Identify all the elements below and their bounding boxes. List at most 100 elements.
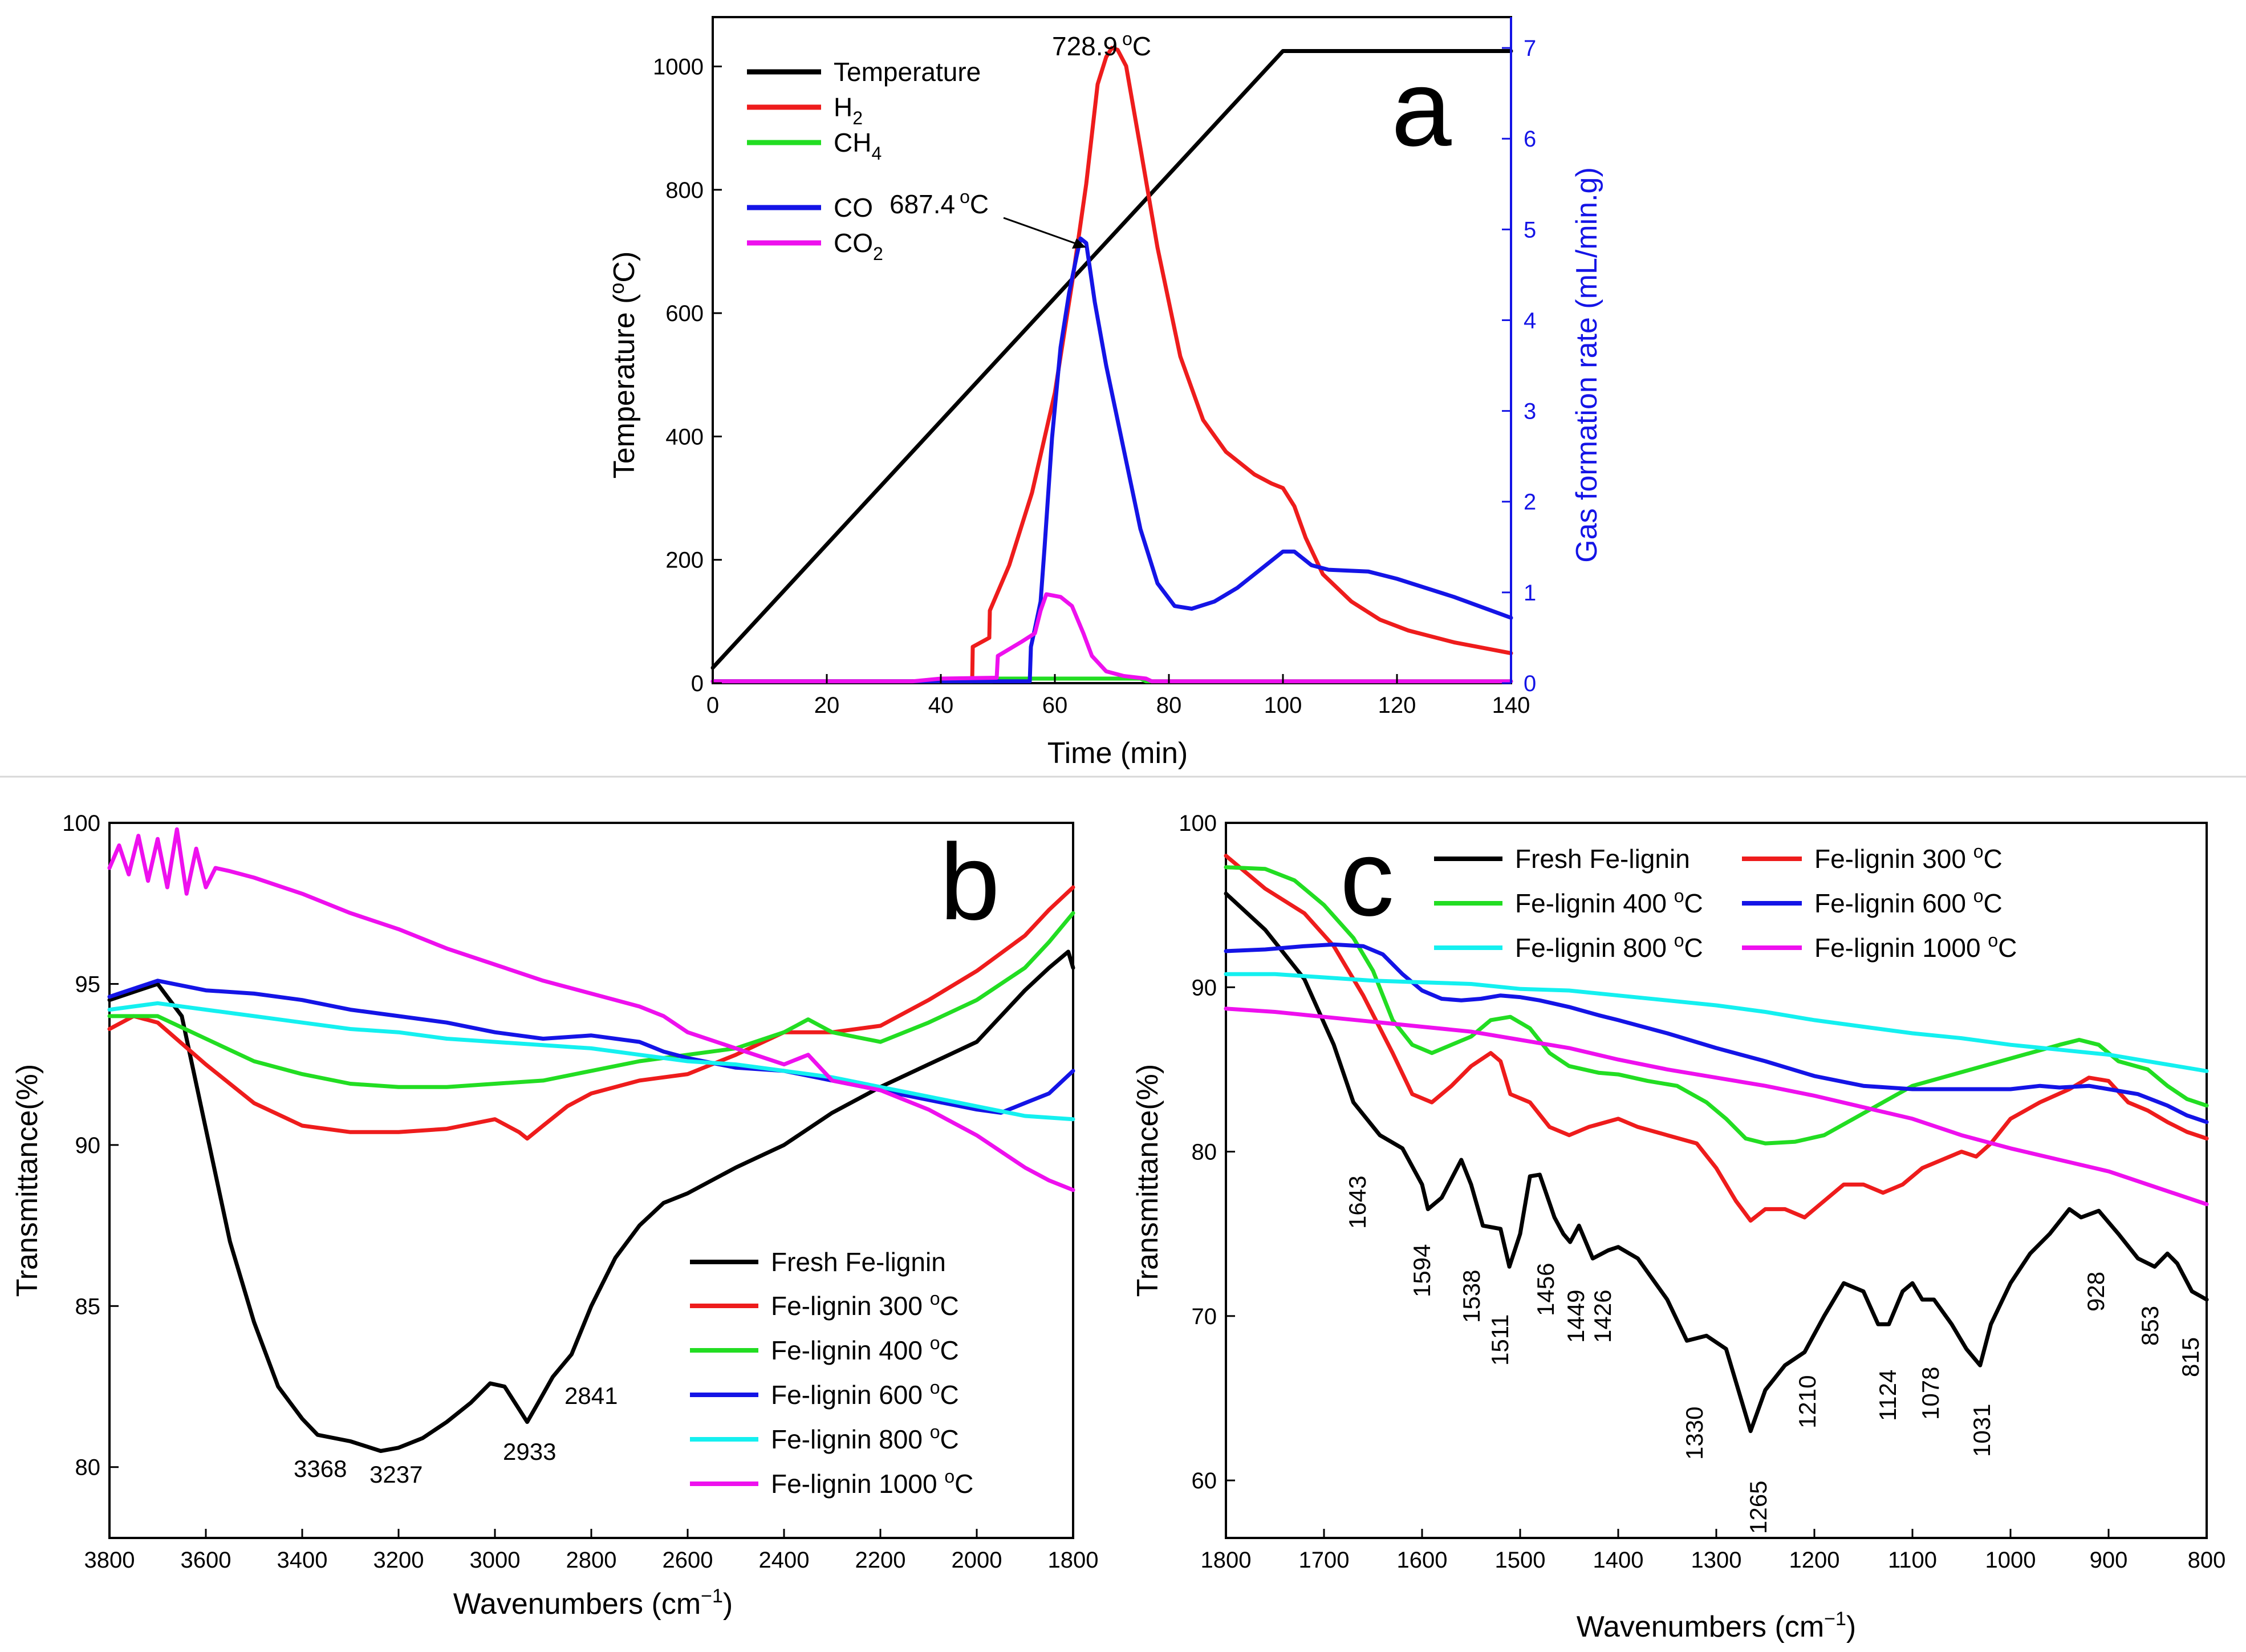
y-tick-label: 95	[75, 972, 101, 997]
series-line-fe-lignin-300	[107, 885, 1075, 1141]
y-tick-label: 80	[75, 1455, 101, 1480]
y-tick-label: 200	[665, 548, 704, 573]
panel-c-y-ticks: 60 70 80 90 100	[1179, 811, 1235, 1493]
x-tick-label: 3400	[277, 1548, 328, 1573]
x-tick-label: 60	[1042, 693, 1068, 718]
panel-a-letter: a	[1391, 48, 1452, 169]
panel-c-peak-label: 1426	[1589, 1290, 1616, 1343]
legend-label-fresh: Fresh Fe-lignin	[1515, 844, 1690, 874]
legend-label-400: Fe-lignin 400 oC	[1515, 886, 1703, 918]
legend-label-300: Fe-lignin 300 oC	[771, 1288, 959, 1321]
legend-label-800: Fe-lignin 800 oC	[771, 1422, 959, 1454]
legend-label-600: Fe-lignin 600 oC	[1814, 886, 2003, 918]
x-tick-label: 1100	[1888, 1548, 1937, 1573]
panel-c-peak-label: 1124	[1874, 1370, 1901, 1421]
panel-b-peak-label: 2841	[564, 1382, 618, 1409]
x-tick-label: 1600	[1397, 1548, 1448, 1573]
panel-a-x-axis-title: Time (min)	[1047, 737, 1188, 770]
panel-b-x-axis-title: Wavenumbers (cm−1)	[453, 1585, 733, 1621]
panel-a-legend: Temperature H2 CH4 CO CO2	[747, 57, 981, 264]
panel-c-peak-label: 1265	[1745, 1481, 1772, 1534]
y-tick-label: 90	[75, 1133, 101, 1158]
panel-c-peak-label: 1594	[1408, 1244, 1435, 1297]
series-line-fe-lignin-400	[107, 911, 1075, 1089]
panel-c-x-ticks: 1800 1700 1600 1500 1400 1300 1200 1100 1000 900 8…	[1201, 1529, 2225, 1573]
series-line-fe-lignin-1000	[107, 827, 1075, 1192]
x-tick-label: 1700	[1299, 1548, 1350, 1573]
y-tick-label: 100	[1179, 811, 1217, 836]
panel-c-peak-label: 1456	[1532, 1263, 1559, 1316]
panel-c-chart: 1800 1700 1600 1500 1400 1300 1200 1100 1000 900 8…	[1131, 811, 2225, 1643]
x-tick-label: 120	[1378, 693, 1416, 718]
y-tick-label: 0	[691, 671, 704, 696]
series-line-fe-lignin-800	[107, 1001, 1075, 1122]
series-line-fe-lignin-600	[1224, 942, 2209, 1125]
x-tick-label: 900	[2090, 1548, 2128, 1573]
right-y-tick-label: 3	[1524, 399, 1536, 424]
x-tick-label: 3600	[181, 1548, 231, 1573]
panel-c-peak-label: 1210	[1794, 1375, 1821, 1428]
x-tick-label: 100	[1264, 693, 1302, 718]
panel-c-peak-label: 1538	[1458, 1270, 1485, 1323]
panel-c-letter: c	[1340, 818, 1394, 939]
series-line-fresh-fe-lignin	[1224, 891, 2209, 1434]
series-line-fe-lignin-600	[107, 979, 1075, 1115]
legend-label-600: Fe-lignin 600 oC	[771, 1377, 959, 1410]
x-tick-label: 80	[1156, 693, 1182, 718]
x-tick-label: 1500	[1495, 1548, 1546, 1573]
legend-label-fresh: Fresh Fe-lignin	[771, 1247, 946, 1277]
panel-a-annotation-co-peak: 687.4 oC	[890, 186, 989, 219]
right-y-tick-label: 5	[1524, 217, 1536, 242]
y-tick-label: 70	[1192, 1304, 1217, 1329]
right-y-tick-label: 7	[1524, 36, 1536, 61]
series-line-fresh-fe-lignin	[107, 949, 1075, 1453]
panel-c-x-axis-title: Wavenumbers (cm−1)	[1577, 1608, 1856, 1643]
panel-b-chart: 3800 3600 3400 3200 3000 2800 2600 2400 2200 2000…	[11, 811, 1098, 1621]
y-tick-label: 80	[1192, 1140, 1217, 1165]
legend-label-300: Fe-lignin 300 oC	[1814, 841, 2003, 874]
right-y-tick-label: 6	[1524, 127, 1536, 152]
y-tick-label: 1000	[653, 55, 704, 80]
right-y-tick-label: 2	[1524, 490, 1536, 515]
panel-a-annotation-arrowhead	[1072, 238, 1086, 249]
x-tick-label: 2600	[663, 1548, 713, 1573]
x-tick-label: 1800	[1048, 1548, 1099, 1573]
series-line-fe-lignin-400	[1224, 865, 2209, 1146]
panel-c-peak-label: 1330	[1681, 1407, 1708, 1460]
legend-label-temperature: Temperature	[834, 57, 981, 87]
x-tick-label: 40	[928, 693, 954, 718]
x-tick-label: 0	[706, 693, 719, 718]
legend-label-co: CO	[834, 193, 873, 222]
x-tick-label: 3800	[84, 1548, 135, 1573]
x-tick-label: 1400	[1593, 1548, 1644, 1573]
panel-a-annotation-arrow	[1003, 217, 1081, 246]
panel-c-peak-label: 1031	[1968, 1404, 1995, 1457]
y-tick-label: 85	[75, 1294, 101, 1319]
series-line-fe-lignin-300	[1224, 854, 2209, 1223]
panel-c-peak-label: 1511	[1486, 1314, 1513, 1366]
panel-b-peak-label: 3237	[369, 1461, 423, 1488]
right-y-tick-label: 1	[1524, 581, 1536, 606]
panel-a-left-y-ticks: 0 200 400 600 800 1000	[653, 55, 722, 696]
legend-label-1000: Fe-lignin 1000 oC	[771, 1466, 973, 1499]
panel-c-series-group	[1224, 854, 2209, 1434]
x-tick-label: 2000	[952, 1548, 1002, 1573]
panel-b-letter: b	[940, 822, 1000, 943]
right-y-tick-label: 0	[1524, 671, 1536, 696]
panel-a-x-ticks: 0 20 40 60 80 100 120 140	[706, 674, 1530, 718]
panel-a-series-group	[710, 46, 1513, 684]
panel-a-right-y-ticks: 0 1 2 3 4 5 6 7	[1502, 36, 1536, 696]
panel-b-peak-label: 3368	[294, 1455, 347, 1482]
x-tick-label: 2800	[566, 1548, 617, 1573]
series-line-co	[710, 236, 1513, 684]
panel-b-legend: Fresh Fe-lignin Fe-lignin 300 oC Fe-lign…	[690, 1247, 973, 1499]
panel-b-peak-label: 2933	[503, 1438, 556, 1465]
series-line-temperature	[710, 49, 1513, 670]
panel-a-chart: 0 20 40 60 80 100 120 140 0 200 400 600 800 1000 0 1 2…	[605, 16, 1603, 770]
x-tick-label: 3000	[470, 1548, 521, 1573]
x-tick-label: 20	[814, 693, 840, 718]
legend-label-800: Fe-lignin 800 oC	[1515, 930, 1703, 963]
panel-c-peak-label: 815	[2177, 1337, 2204, 1377]
legend-label-h2: H2	[834, 92, 863, 128]
